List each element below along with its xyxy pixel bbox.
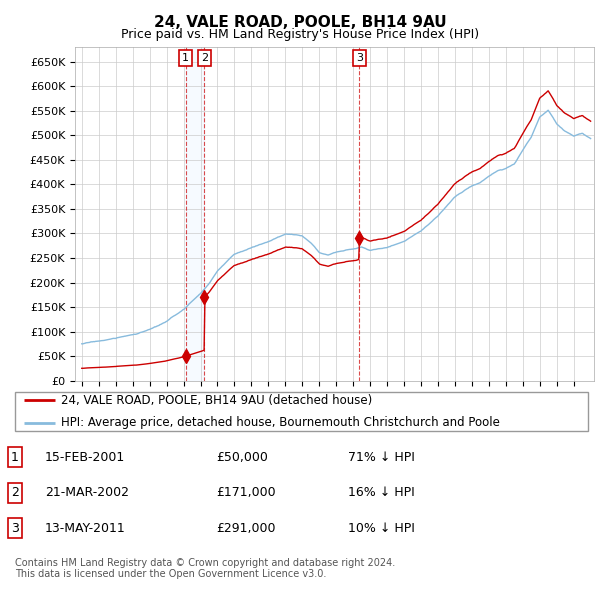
- Text: 15-FEB-2001: 15-FEB-2001: [45, 451, 125, 464]
- Text: £50,000: £50,000: [216, 451, 268, 464]
- Text: Contains HM Land Registry data © Crown copyright and database right 2024.
This d: Contains HM Land Registry data © Crown c…: [15, 558, 395, 579]
- Text: 13-MAY-2011: 13-MAY-2011: [45, 522, 126, 535]
- Text: 21-MAR-2002: 21-MAR-2002: [45, 486, 129, 499]
- Text: 2: 2: [11, 486, 19, 499]
- Bar: [185, 47, 205, 381]
- Text: £171,000: £171,000: [216, 486, 275, 499]
- FancyBboxPatch shape: [15, 392, 588, 431]
- Text: 2: 2: [201, 53, 208, 63]
- Text: 71% ↓ HPI: 71% ↓ HPI: [348, 451, 415, 464]
- Text: HPI: Average price, detached house, Bournemouth Christchurch and Poole: HPI: Average price, detached house, Bour…: [61, 416, 500, 429]
- Text: 10% ↓ HPI: 10% ↓ HPI: [348, 522, 415, 535]
- Text: 16% ↓ HPI: 16% ↓ HPI: [348, 486, 415, 499]
- Text: 24, VALE ROAD, POOLE, BH14 9AU (detached house): 24, VALE ROAD, POOLE, BH14 9AU (detached…: [61, 394, 373, 407]
- Text: 24, VALE ROAD, POOLE, BH14 9AU: 24, VALE ROAD, POOLE, BH14 9AU: [154, 15, 446, 30]
- Text: £291,000: £291,000: [216, 522, 275, 535]
- Text: 1: 1: [11, 451, 19, 464]
- Text: Price paid vs. HM Land Registry's House Price Index (HPI): Price paid vs. HM Land Registry's House …: [121, 28, 479, 41]
- Text: 3: 3: [11, 522, 19, 535]
- Text: 3: 3: [356, 53, 363, 63]
- Text: 1: 1: [182, 53, 189, 63]
